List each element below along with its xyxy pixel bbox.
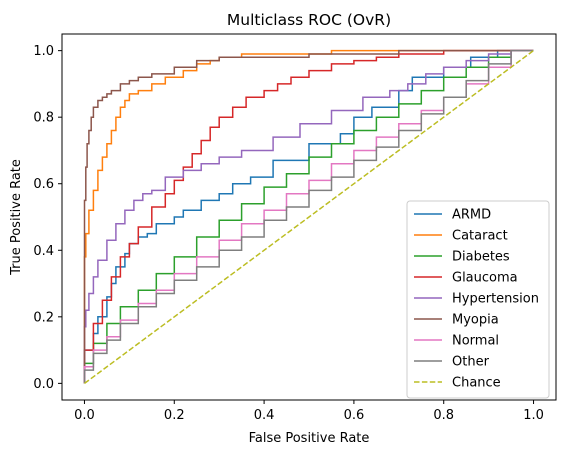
legend-label: ARMD [452, 208, 491, 223]
x-tick-label: 0.4 [254, 408, 275, 423]
legend-box [406, 200, 550, 399]
legend-label: Myopia [452, 313, 499, 328]
legend-label: Hypertension [452, 292, 539, 307]
series-line-diabetes [83, 49, 534, 384]
y-tick-label: 1.0 [33, 44, 54, 59]
legend-label: Normal [452, 334, 499, 349]
chart-title: Multiclass ROC (OvR) [227, 11, 391, 29]
legend-label: Other [452, 355, 490, 370]
plot-frame [61, 33, 557, 401]
x-axis-ticks: 0.0 0.2 0.4 0.6 0.8 1.0 [74, 400, 544, 423]
legend-label: Chance [452, 376, 501, 391]
legend-label: Cataract [452, 229, 508, 244]
x-axis-title: False Positive Rate [249, 431, 370, 446]
legend: ARMD Cataract Diabetes Glaucoma Hypertension… [406, 200, 550, 399]
y-tick-label: 0.4 [33, 244, 54, 259]
x-tick-label: 0.0 [74, 408, 95, 423]
y-axis-title: True Positive Rate [9, 159, 24, 276]
x-tick-label: 0.6 [344, 408, 365, 423]
x-tick-label: 0.8 [433, 408, 454, 423]
series-line-hypertension [83, 49, 534, 384]
series-layer [83, 49, 534, 385]
y-axis-ticks: 0.0 0.2 0.4 0.6 0.8 1.0 [33, 44, 62, 392]
series-line-other [83, 49, 534, 384]
legend-label: Diabetes [452, 250, 510, 265]
series-line-glaucoma [83, 49, 534, 384]
legend-label: Glaucoma [452, 271, 518, 286]
y-tick-label: 0.0 [33, 377, 54, 392]
series-line-myopia [83, 49, 534, 384]
y-tick-label: 0.6 [33, 177, 54, 192]
y-tick-label: 0.8 [33, 111, 54, 126]
y-tick-label: 0.2 [33, 310, 54, 325]
series-line-chance [84, 49, 534, 385]
x-tick-label: 1.0 [523, 408, 544, 423]
x-tick-label: 0.2 [164, 408, 185, 423]
